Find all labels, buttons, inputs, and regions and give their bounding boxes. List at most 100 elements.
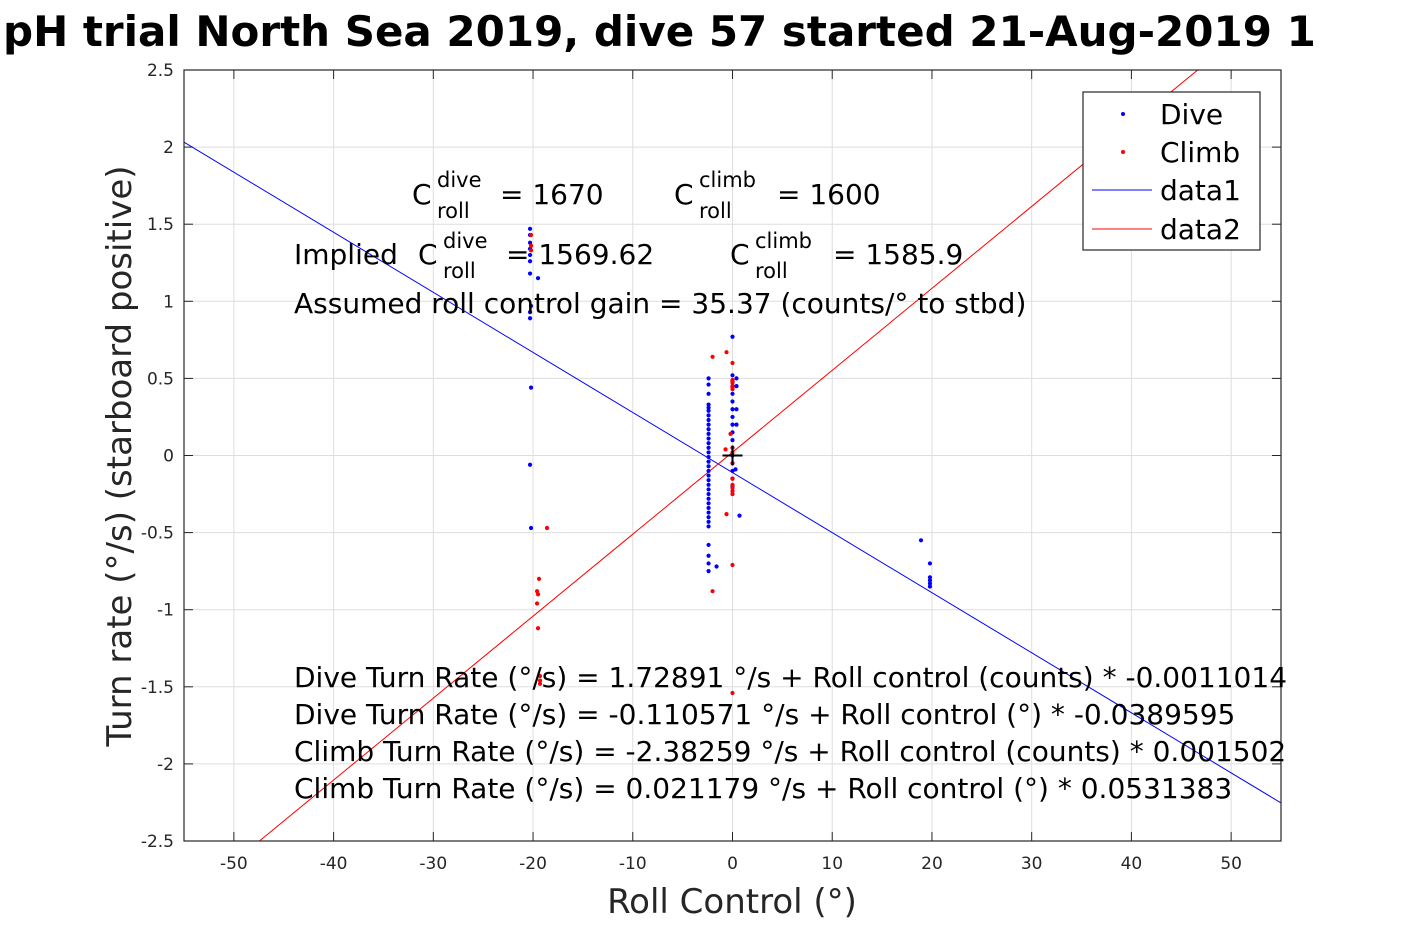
x-tick-label: 40 <box>1121 854 1143 874</box>
dive-point <box>706 391 711 396</box>
annotation-equation-3: Climb Turn Rate (°/s) = -2.38259 °/s + R… <box>294 735 1286 768</box>
climb-point <box>537 673 543 679</box>
dive-point <box>527 271 533 276</box>
y-axis-ticks: 2.5 2 1.5 1 0.5 0 -0.5 -1 -1.5 -2 -2.5 <box>141 61 1281 852</box>
y-tick-label: 0.5 <box>147 369 174 389</box>
annotation-equation-1: Dive Turn Rate (°/s) = 1.72891 °/s + Rol… <box>294 661 1287 694</box>
dive-point <box>706 422 711 427</box>
climb-point <box>730 562 735 568</box>
climb-point <box>730 485 735 490</box>
y-tick-label: 2 <box>163 138 174 158</box>
dive-point <box>527 259 533 264</box>
dive-point <box>730 407 735 412</box>
dive-point <box>706 382 711 387</box>
climb-point <box>730 482 735 487</box>
annotation-c-climb: C climb roll = 1600 <box>674 168 881 223</box>
y-tick-label: -2 <box>157 755 174 775</box>
svg-text:roll: roll <box>437 199 470 223</box>
climb-point <box>730 380 735 386</box>
x-tick-label: -30 <box>419 854 447 874</box>
climb-point <box>730 377 735 383</box>
svg-text:roll: roll <box>443 259 476 283</box>
climb-point <box>710 354 715 359</box>
y-axis-label: Turn rate (°/s) (starboard positive) <box>100 165 140 747</box>
svg-text:dive: dive <box>443 229 488 253</box>
svg-text:C: C <box>730 238 750 271</box>
svg-text:= 1569.62: = 1569.62 <box>506 238 654 271</box>
annotation-c-dive: C dive roll = 1670 <box>412 168 604 223</box>
dive-point <box>706 431 711 437</box>
climb-point <box>528 243 534 248</box>
legend-dive-marker <box>1121 112 1125 116</box>
dive-point <box>528 303 534 309</box>
legend-climb-marker <box>1121 150 1125 154</box>
c-climb-base: C <box>674 178 694 211</box>
dive-point <box>706 515 711 520</box>
implied-climb-value: = 1585.9 <box>833 238 963 271</box>
dive-point <box>706 464 711 469</box>
dive-point <box>730 373 735 378</box>
data-points <box>527 226 933 696</box>
svg-text:roll: roll <box>699 199 732 223</box>
svg-text:climb: climb <box>755 229 812 253</box>
legend-data1-label: data1 <box>1160 174 1241 207</box>
climb-point <box>724 511 729 517</box>
dive-point <box>730 414 735 420</box>
climb-point <box>535 592 541 597</box>
c-dive-sup: dive <box>437 168 482 192</box>
dive-point <box>527 316 533 321</box>
dive-point <box>706 408 711 413</box>
dive-point <box>706 524 711 529</box>
dive-point <box>706 454 711 460</box>
annotation-equation-4: Climb Turn Rate (°/s) = 0.021179 °/s + R… <box>294 772 1232 805</box>
dive-point <box>734 384 739 389</box>
dive-point <box>706 491 711 497</box>
climb-point <box>544 525 550 531</box>
annotation-gain: Assumed roll control gain = 35.37 (count… <box>294 287 1026 320</box>
climb-point <box>730 488 735 494</box>
dive-point <box>527 309 533 315</box>
dive-point <box>706 376 711 381</box>
y-tick-label: 1 <box>163 292 174 312</box>
climb-point <box>724 350 729 355</box>
dive-point <box>706 501 711 506</box>
dive-point <box>730 334 735 339</box>
climb-point <box>730 387 735 392</box>
dive-point <box>706 542 711 548</box>
dive-point <box>706 405 711 410</box>
c-dive-value: = 1670 <box>500 178 604 211</box>
implied-climb-base: C <box>730 238 750 271</box>
dive-point <box>730 422 735 427</box>
y-tick-label: -0.5 <box>141 524 174 544</box>
x-tick-label: -40 <box>320 854 348 874</box>
climb-point <box>537 678 543 683</box>
dive-point <box>706 505 711 511</box>
implied-prefix: Implied <box>294 238 398 271</box>
c-dive-sub: roll <box>437 199 470 223</box>
climb-point <box>730 690 735 696</box>
dive-point <box>706 468 711 474</box>
dive-point <box>734 422 739 427</box>
x-tick-label: 30 <box>1021 854 1043 874</box>
dive-point <box>927 581 933 586</box>
dive-point <box>527 462 533 467</box>
dive-point <box>706 487 711 492</box>
dive-point <box>706 417 711 423</box>
implied-dive-sub: roll <box>443 259 476 283</box>
climb-point <box>730 360 735 366</box>
implied-dive-base: C <box>418 238 438 271</box>
dive-point <box>706 413 711 418</box>
climb-point <box>536 576 542 581</box>
legend-climb-label: Climb <box>1160 136 1240 169</box>
dive-point <box>706 402 711 407</box>
svg-text:climb: climb <box>699 168 756 192</box>
climb-point <box>723 447 728 452</box>
y-tick-label: 2.5 <box>147 61 174 81</box>
dive-point <box>535 276 541 281</box>
x-tick-label: 0 <box>727 854 738 874</box>
chart-title: pH trial North Sea 2019, dive 57 started… <box>3 7 1316 56</box>
dive-point <box>706 459 711 464</box>
dive-point <box>714 564 719 569</box>
legend: Dive Climb data1 data2 <box>1082 91 1261 251</box>
